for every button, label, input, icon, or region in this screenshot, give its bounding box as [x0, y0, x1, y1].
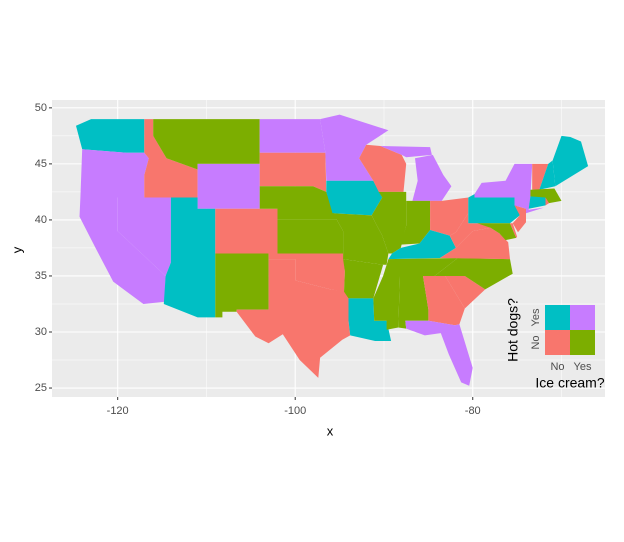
state [449, 213, 491, 248]
y-tick-label: 25 [35, 382, 47, 394]
state [423, 276, 465, 326]
legend-cell [545, 305, 570, 330]
state [532, 163, 549, 190]
state [398, 276, 429, 329]
y-tick-label: 45 [35, 158, 47, 170]
state [236, 259, 351, 378]
state [383, 258, 458, 276]
x-axis-label: x [327, 423, 334, 438]
state [474, 163, 544, 214]
state [468, 194, 520, 224]
state [332, 213, 389, 265]
axes: -120 -100 -80 25 30 35 40 45 50 [35, 102, 481, 417]
state [430, 197, 469, 236]
x-tick-label: -80 [465, 405, 481, 417]
state [510, 223, 518, 238]
state [144, 119, 198, 198]
y-tick-label: 50 [35, 102, 47, 114]
legend-x-label: No [550, 361, 564, 373]
state [388, 230, 456, 260]
legend-y-title: Hot dogs? [505, 298, 521, 362]
state [539, 160, 556, 190]
state [215, 253, 269, 318]
state [512, 205, 526, 233]
state [76, 119, 145, 153]
state [268, 253, 345, 292]
legend-y-label: Yes [530, 308, 542, 326]
state [528, 196, 546, 209]
state [259, 186, 337, 220]
y-tick-label: 35 [35, 270, 47, 282]
state [545, 197, 550, 206]
state [412, 154, 452, 201]
state [380, 146, 432, 158]
y-axis-label: y [9, 246, 24, 253]
legend-cell [570, 305, 595, 330]
legend-cell [570, 330, 595, 355]
state [348, 298, 392, 341]
state [197, 163, 260, 209]
state [277, 219, 344, 254]
legend-y-label: No [530, 335, 542, 349]
state [530, 188, 562, 204]
state [326, 180, 383, 216]
legend: No Yes No Yes Ice cream? Hot dogs? [505, 298, 605, 391]
x-tick-label: -120 [107, 405, 129, 417]
state [439, 227, 510, 260]
state [259, 119, 326, 153]
state [153, 119, 260, 170]
x-tick-label: -100 [284, 405, 306, 417]
y-tick-label: 40 [35, 214, 47, 226]
y-tick-label: 30 [35, 326, 47, 338]
state [79, 197, 166, 304]
legend-x-title: Ice cream? [535, 375, 604, 391]
state [170, 197, 216, 254]
state [343, 259, 384, 299]
legend-x-label: Yes [574, 361, 592, 373]
state [320, 114, 389, 181]
state [117, 197, 171, 276]
state [371, 191, 407, 254]
state [215, 208, 278, 254]
legend-cell [545, 330, 570, 355]
state [405, 320, 473, 386]
state [80, 149, 149, 198]
state [400, 200, 431, 245]
state [373, 276, 400, 330]
state [445, 276, 486, 309]
state [477, 223, 517, 241]
state [359, 144, 407, 192]
state [163, 253, 216, 318]
state [434, 258, 513, 290]
states [76, 114, 589, 386]
state [552, 135, 589, 187]
state [259, 152, 327, 192]
